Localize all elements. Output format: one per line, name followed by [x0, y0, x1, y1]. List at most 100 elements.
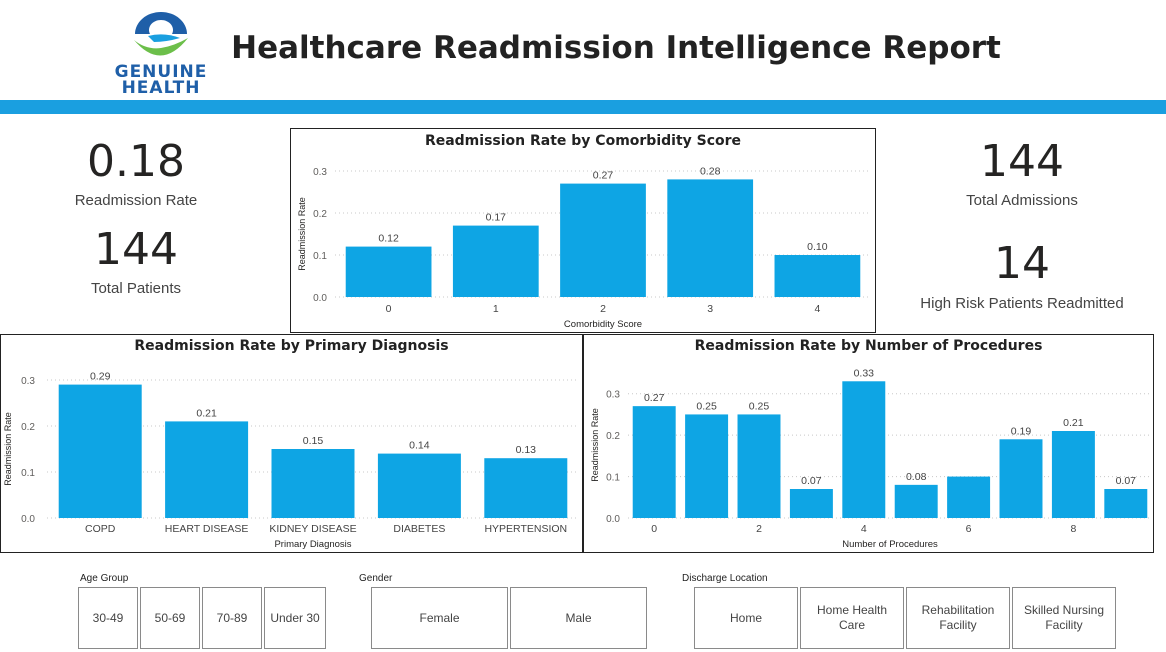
y-tick-label: 0.0 — [606, 514, 620, 525]
bar — [560, 183, 646, 297]
bar — [737, 414, 781, 518]
data-label: 0.19 — [1011, 425, 1032, 437]
y-tick-label: 0.0 — [21, 514, 35, 525]
age-group-option[interactable]: Under 30 — [264, 587, 326, 649]
report-title: Healthcare Readmission Intelligence Repo… — [231, 30, 1001, 66]
x-tick-label: 6 — [966, 523, 972, 535]
y-axis-label: Readmission Rate — [3, 412, 13, 486]
chart-title: Readmission Rate by Comorbidity Score — [424, 133, 742, 149]
y-tick-label: 0.2 — [313, 209, 327, 220]
age-group-option[interactable]: 30-49 — [78, 587, 138, 649]
data-label: 0.21 — [1063, 417, 1084, 429]
bar — [789, 489, 833, 518]
discharge-option[interactable]: Home Health Care — [800, 587, 904, 649]
x-axis-label: Number of Procedures — [842, 539, 938, 550]
y-tick-label: 0.0 — [313, 293, 327, 304]
comorbidity-chart[interactable]: Readmission Rate by Comorbidity Score 0.… — [290, 128, 876, 333]
x-tick-label: 1 — [493, 303, 499, 315]
y-tick-label: 0.3 — [606, 390, 620, 401]
x-tick-label: 3 — [707, 303, 713, 315]
discharge-option[interactable]: Home — [694, 587, 798, 649]
bar — [999, 439, 1043, 518]
gender-option[interactable]: Male — [510, 587, 647, 649]
data-label: 0.13 — [516, 444, 537, 456]
x-tick-label: 0 — [386, 303, 392, 315]
readmission-rate-value: 0.18 — [87, 136, 185, 187]
high-risk-label: High Risk Patients Readmitted — [920, 295, 1124, 312]
bar — [947, 476, 991, 518]
x-tick-label: HEART DISEASE — [165, 523, 249, 535]
bar — [345, 246, 432, 297]
age-group-option[interactable]: 50-69 — [140, 587, 200, 649]
discharge-option[interactable]: Rehabilitation Facility — [906, 587, 1010, 649]
discharge-option[interactable]: Skilled Nursing Facility — [1012, 587, 1116, 649]
y-tick-label: 0.1 — [21, 468, 35, 479]
x-tick-label: HYPERTENSION — [484, 523, 567, 535]
chart-title: Readmission Rate by Primary Diagnosis — [134, 338, 449, 354]
data-label: 0.17 — [486, 212, 507, 224]
data-label: 0.08 — [906, 471, 927, 483]
total-patients-value: 144 — [94, 224, 178, 275]
x-axis-label: Comorbidity Score — [564, 319, 642, 330]
y-tick-label: 0.2 — [21, 422, 35, 433]
high-risk-value: 14 — [994, 238, 1050, 289]
data-label: 0.21 — [196, 407, 217, 419]
x-tick-label: KIDNEY DISEASE — [269, 523, 356, 535]
age-group-slicer-title: Age Group — [80, 573, 129, 584]
company-logo: GENUINE HEALTH — [108, 12, 214, 98]
logo-text-line2: HEALTH — [121, 78, 201, 98]
chart-title: Readmission Rate by Number of Procedures — [694, 338, 1043, 354]
data-label: 0.07 — [1116, 475, 1137, 487]
data-label: 0.27 — [644, 392, 665, 404]
logo-mark-icon — [134, 12, 188, 56]
x-tick-label: 0 — [651, 523, 657, 535]
y-tick-label: 0.1 — [606, 473, 620, 484]
data-label: 0.25 — [749, 400, 770, 412]
bar — [1051, 431, 1095, 518]
x-tick-label: 8 — [1070, 523, 1076, 535]
data-label: 0.27 — [593, 170, 614, 182]
x-tick-label: DIABETES — [393, 523, 445, 535]
y-axis-label: Readmission Rate — [590, 408, 600, 482]
data-label: 0.14 — [409, 440, 430, 452]
y-tick-label: 0.1 — [313, 251, 327, 262]
discharge-slicer-title: Discharge Location — [682, 573, 768, 584]
header-band — [0, 100, 1166, 114]
x-tick-label: 4 — [861, 523, 867, 535]
bar — [667, 179, 754, 297]
y-tick-label: 0.3 — [21, 376, 35, 387]
logo-text-line1: GENUINE — [114, 62, 208, 82]
data-label: 0.28 — [700, 165, 721, 177]
x-tick-label: COPD — [85, 523, 116, 535]
diagnosis-chart-plot: 0.0 0.1 0.2 0.3 Readmission Rate 0.29 COPD 0.21… — [3, 371, 579, 550]
x-tick-label: 2 — [600, 303, 606, 315]
bar — [632, 406, 676, 518]
data-label: 0.29 — [90, 371, 111, 383]
y-tick-label: 0.3 — [313, 167, 327, 178]
bar — [774, 255, 861, 297]
data-label: 0.25 — [696, 400, 717, 412]
bar — [842, 381, 886, 518]
procedures-chart[interactable]: Readmission Rate by Number of Procedures… — [583, 334, 1154, 553]
data-label: 0.12 — [378, 233, 399, 245]
y-tick-label: 0.2 — [606, 431, 620, 442]
bar — [484, 458, 568, 518]
x-tick-label: 4 — [814, 303, 820, 315]
age-group-option[interactable]: 70-89 — [202, 587, 262, 649]
bar — [894, 484, 938, 518]
bar — [1104, 489, 1148, 518]
x-tick-label: 2 — [756, 523, 762, 535]
total-patients-label: Total Patients — [90, 280, 182, 297]
bar — [271, 449, 355, 518]
total-admissions-value: 144 — [980, 136, 1064, 187]
gender-slicer-title: Gender — [359, 573, 393, 584]
procedures-chart-plot: 0.0 0.1 0.2 0.3 Readmission Rate 0.27 0 0.25 0.2… — [590, 367, 1152, 550]
bar — [452, 225, 539, 297]
gender-option[interactable]: Female — [371, 587, 508, 649]
x-axis-label: Primary Diagnosis — [274, 539, 351, 550]
comorbidity-chart-plot: 0.0 0.1 0.2 0.3 Readmission Rate 0.12 0 0.17 1 0.… — [297, 165, 871, 330]
readmission-rate-label: Readmission Rate — [74, 192, 198, 209]
diagnosis-chart[interactable]: Readmission Rate by Primary Diagnosis 0.… — [0, 334, 583, 553]
data-label: 0.07 — [801, 475, 822, 487]
bar — [165, 421, 249, 518]
